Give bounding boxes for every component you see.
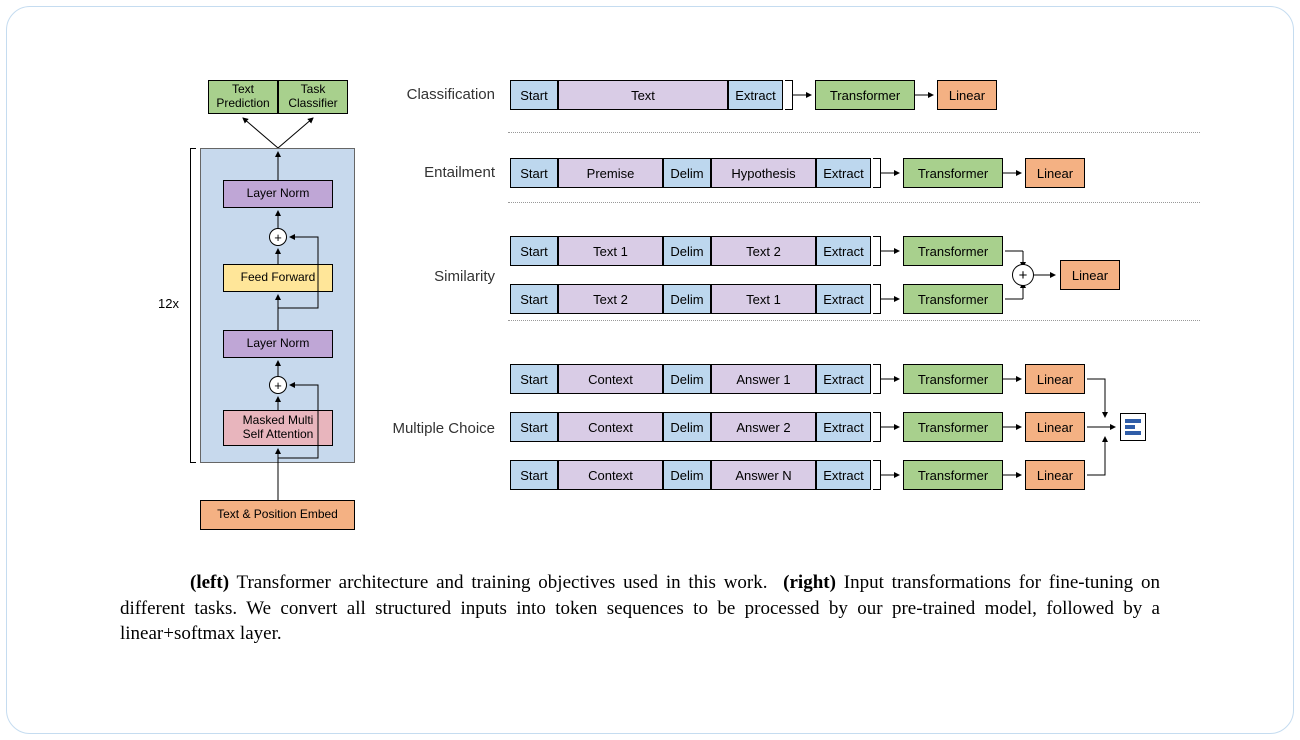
transformer-box: Transformer: [903, 284, 1003, 314]
linear-box: Linear: [1025, 158, 1085, 188]
seq-answer: Answer 2: [711, 412, 816, 442]
softmax-icon: [1120, 413, 1146, 441]
seq-delim: Delim: [663, 284, 711, 314]
similarity-plus-icon: +: [1012, 264, 1034, 286]
seq-answer: Answer 1: [711, 364, 816, 394]
seq-extract: Extract: [816, 460, 871, 490]
seq-start: Start: [510, 284, 558, 314]
classification-label: Classification: [380, 86, 495, 103]
transformer-box: Transformer: [903, 158, 1003, 188]
task-transformations: Classification Start Text Extract Transf…: [380, 80, 1200, 432]
transformer-box: Transformer: [903, 364, 1003, 394]
caption-left-text: Transformer architecture and training ob…: [229, 572, 775, 593]
transformer-box: Transformer: [903, 412, 1003, 442]
similarity-label: Similarity: [380, 268, 495, 285]
seq-extract: Extract: [816, 236, 871, 266]
seq-start: Start: [510, 158, 558, 188]
transformer-box: Transformer: [815, 80, 915, 110]
repeat-bracket: [190, 148, 196, 463]
seq-start: Start: [510, 80, 558, 110]
caption-left-bold: (left): [190, 572, 229, 593]
divider: [508, 320, 1200, 321]
similarity-row: Similarity Start Text 1 Delim Text 2 Ext…: [380, 236, 1200, 326]
seq-answer: Answer N: [711, 460, 816, 490]
seq-start: Start: [510, 412, 558, 442]
residual-plus-2: +: [269, 228, 287, 246]
caption-right-bold: (right): [783, 572, 836, 593]
linear-box: Linear: [1025, 412, 1085, 442]
seq-text1: Text 1: [558, 236, 663, 266]
repeat-multiplier: 12x: [158, 296, 179, 311]
linear-box: Linear: [1025, 460, 1085, 490]
entailment-label: Entailment: [380, 164, 495, 181]
seq-extract: Extract: [816, 284, 871, 314]
seq-delim: Delim: [663, 412, 711, 442]
seq-delim: Delim: [663, 236, 711, 266]
linear-box: Linear: [1025, 364, 1085, 394]
seq-context: Context: [558, 364, 663, 394]
seq-text: Text: [558, 80, 728, 110]
entailment-row: Entailment Start Premise Delim Hypothesi…: [380, 158, 1200, 198]
transformer-box: Transformer: [903, 236, 1003, 266]
seq-extract: Extract: [728, 80, 783, 110]
seq-extract: Extract: [816, 412, 871, 442]
classification-row: Classification Start Text Extract Transf…: [380, 80, 1200, 120]
seq-delim: Delim: [663, 460, 711, 490]
seq-text2: Text 2: [711, 236, 816, 266]
text-prediction-box: TextPrediction: [208, 80, 278, 114]
residual-plus-1: +: [269, 376, 287, 394]
arch-arrows: [200, 148, 355, 508]
architecture-diagram: TextPrediction TaskClassifier 12x Layer …: [160, 80, 380, 550]
seq-hypothesis: Hypothesis: [711, 158, 816, 188]
seq-start: Start: [510, 236, 558, 266]
divider: [508, 202, 1200, 203]
seq-premise: Premise: [558, 158, 663, 188]
seq-extract: Extract: [816, 158, 871, 188]
linear-box: Linear: [1060, 260, 1120, 290]
seq-context: Context: [558, 412, 663, 442]
multiple-choice-row: Multiple Choice Start Context Delim Answ…: [380, 364, 1200, 514]
task-classifier-box: TaskClassifier: [278, 80, 348, 114]
seq-delim: Delim: [663, 364, 711, 394]
seq-context: Context: [558, 460, 663, 490]
seq-delim: Delim: [663, 158, 711, 188]
linear-box: Linear: [937, 80, 997, 110]
transformer-box: Transformer: [903, 460, 1003, 490]
seq-text1: Text 1: [711, 284, 816, 314]
top-arrows: [208, 114, 348, 148]
seq-text2: Text 2: [558, 284, 663, 314]
seq-start: Start: [510, 364, 558, 394]
multiple-choice-label: Multiple Choice: [380, 420, 495, 437]
divider: [508, 132, 1200, 133]
seq-start: Start: [510, 460, 558, 490]
seq-extract: Extract: [816, 364, 871, 394]
figure-caption: (left) Transformer architecture and trai…: [120, 570, 1160, 647]
